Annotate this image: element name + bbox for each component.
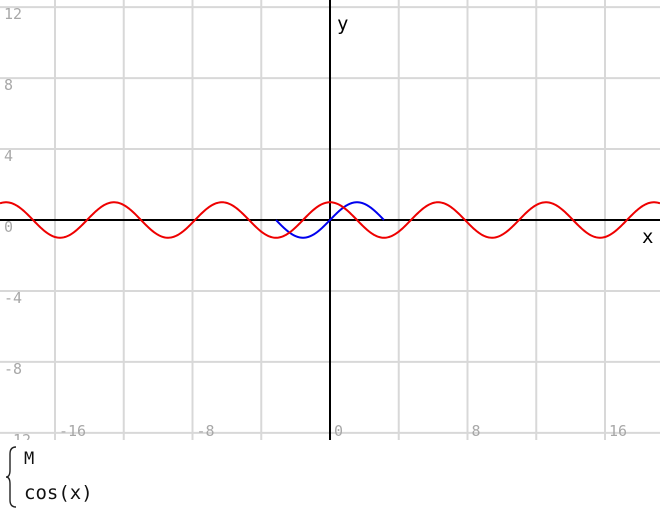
y-axis-label: y: [337, 13, 348, 35]
y-tick-label: -8: [4, 360, 22, 378]
x-tick-label: 8: [472, 422, 481, 440]
expression-panel: M cos(x): [0, 440, 660, 514]
left-brace-icon: [6, 446, 17, 508]
x-axis-label: x: [642, 226, 653, 248]
expression-line-1[interactable]: M: [24, 449, 35, 469]
y-tick-label: 12: [4, 5, 22, 23]
x-tick-label: -8: [197, 422, 215, 440]
plot-svg[interactable]: -12 -8 -4 0 4 8 12 -16 -8 0 8 16 y x: [0, 0, 660, 440]
x-tick-label: 0: [334, 422, 343, 440]
x-tick-label: 16: [609, 422, 627, 440]
y-tick-label: 8: [4, 76, 13, 94]
x-tick-label: -16: [59, 422, 86, 440]
graph-canvas[interactable]: -12 -8 -4 0 4 8 12 -16 -8 0 8 16 y x: [0, 0, 660, 440]
series-line-2: [0, 201, 660, 239]
y-tick-label: -4: [4, 289, 22, 307]
y-tick-label: -12: [4, 431, 31, 440]
expression-line-2[interactable]: cos(x): [24, 482, 93, 504]
y-tick-label: 0: [4, 218, 13, 236]
y-tick-label: 4: [4, 147, 13, 165]
series-line-1: [275, 201, 385, 239]
